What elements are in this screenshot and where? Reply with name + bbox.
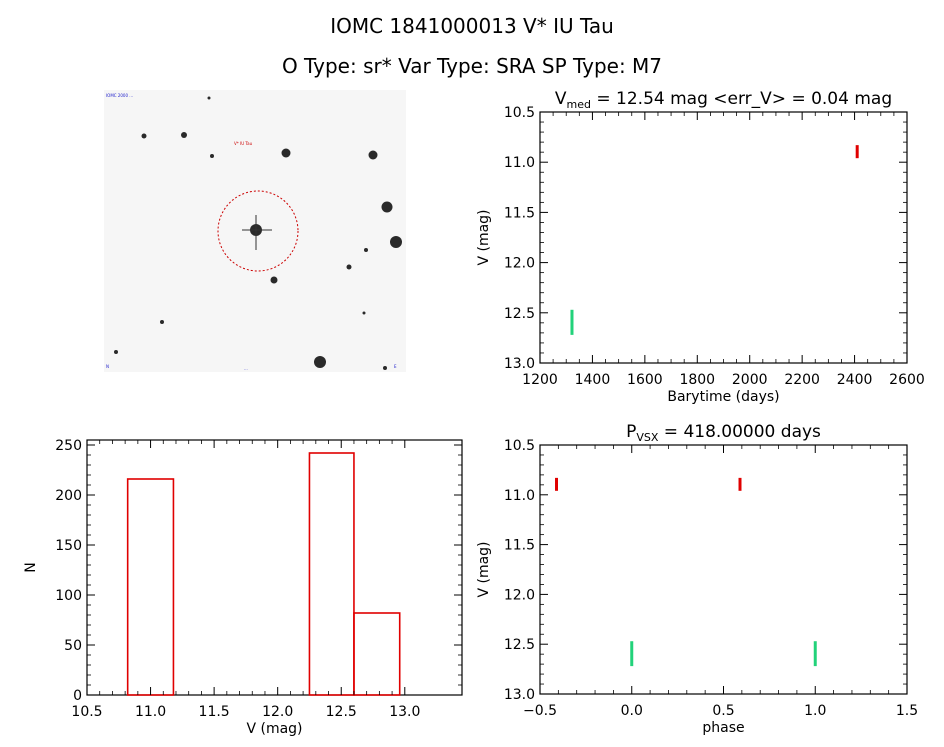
finder-stars [114, 96, 402, 370]
phased-xtick-label: −0.5 [523, 703, 557, 719]
lightcurve-ytick-label: 12.0 [504, 256, 535, 272]
lightcurve-xtick-label: 2400 [837, 372, 873, 388]
phased-ylabel: V (mag) [476, 541, 492, 597]
histogram-bar [308, 452, 355, 696]
lightcurve-title: Vmed = 12.54 mag <err_V> = 0.04 mag [555, 89, 892, 111]
histogram-plot-frame [86, 439, 463, 696]
finder-image: IOMC 2000 ... V* IU Tau N ... E [104, 90, 406, 372]
histogram-xtick-label: 11.0 [135, 704, 166, 720]
lightcurve-xtick-label: 1800 [679, 372, 715, 388]
phased-xtick-label: 1.0 [804, 703, 826, 719]
histogram-xtick-label: 12.5 [326, 704, 357, 720]
histogram-xtick-label: 13.0 [389, 704, 420, 720]
phased-chart: PVSX = 418.00000 days −0.5 0.0 0.5 1.0 1.5 10.… [476, 422, 918, 736]
lightcurve-xtick-label: 1600 [627, 372, 663, 388]
phased-xlabel: phase [702, 720, 744, 736]
histogram-ytick-label: 250 [55, 438, 82, 454]
phased-ytick-label: 11.5 [504, 538, 535, 554]
target-star-spikes [242, 215, 272, 250]
lightcurve-ytick-label: 11.5 [504, 205, 535, 221]
lightcurve-ytick-label: 11.0 [504, 155, 535, 171]
phased-ytick-label: 12.0 [504, 587, 535, 603]
histogram-bar [353, 612, 401, 696]
lightcurve-ytick-label: 12.5 [504, 306, 535, 322]
lightcurve-ylabel: V (mag) [476, 209, 492, 265]
histogram-xtick-label: 10.5 [71, 704, 102, 720]
lightcurve-xtick-label: 2200 [784, 372, 820, 388]
histogram-ytick-label: 150 [55, 538, 82, 554]
histogram-xlabel: V (mag) [246, 721, 302, 737]
finder-label-top-left: IOMC 2000 ... [106, 93, 133, 98]
phased-plot-frame [539, 444, 908, 695]
phased-ytick-label: 13.0 [504, 687, 535, 703]
lightcurve-xtick-label: 1400 [575, 372, 611, 388]
phased-xtick-label: 0.5 [712, 703, 734, 719]
lightcurve-xtick-label: 2600 [889, 372, 925, 388]
phased-ytick-label: 11.0 [504, 488, 535, 504]
histogram-ytick-label: 0 [73, 688, 82, 704]
histogram-ylabel: N [23, 562, 39, 572]
histogram-xtick-label: 12.0 [262, 704, 293, 720]
target-circle [217, 190, 299, 272]
chart-subtitle: O Type: sr* Var Type: SRA SP Type: M7 [281, 54, 663, 78]
histogram-ytick-label: 50 [64, 638, 82, 654]
histogram-ytick-label: 100 [55, 588, 82, 604]
histogram-bar [126, 478, 175, 696]
histogram-ytick-label: 200 [55, 488, 82, 504]
finder-label-target: V* IU Tau [234, 141, 253, 146]
phased-xtick-label: 1.5 [896, 703, 918, 719]
phased-xtick-label: 0.0 [621, 703, 643, 719]
finder-label-bottom-right: E [394, 364, 397, 369]
finder-label-bottom-center: ... [244, 366, 248, 371]
lightcurve-ytick-label: 13.0 [504, 356, 535, 372]
lightcurve-xtick-label: 2000 [732, 372, 768, 388]
lightcurve-ytick-label: 10.5 [504, 105, 535, 121]
chart-title: IOMC 1841000013 V* IU Tau [330, 14, 614, 38]
lightcurve-plot-frame [539, 111, 908, 364]
phased-ytick-label: 10.5 [504, 438, 535, 454]
phased-ytick-label: 12.5 [504, 637, 535, 653]
histogram-chart: 10.5 11.0 11.5 12.0 12.5 13.0 0 50 100 150 200 250 V… [23, 438, 463, 737]
lightcurve-xlabel: Barytime (days) [667, 389, 779, 405]
finder-label-bottom-left: N [106, 364, 109, 369]
histogram-xtick-label: 11.5 [199, 704, 230, 720]
lightcurve-xtick-label: 1200 [522, 372, 558, 388]
phased-title: PVSX = 418.00000 days [626, 422, 821, 444]
